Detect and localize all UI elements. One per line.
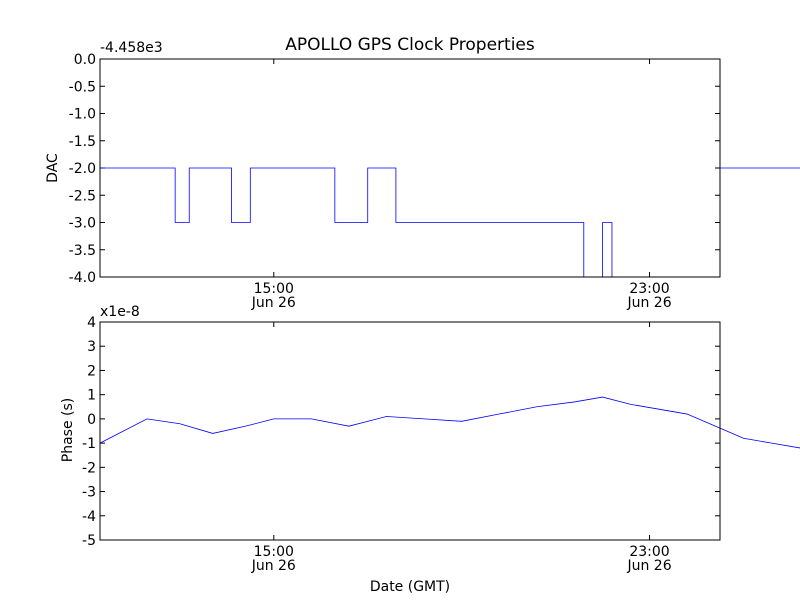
dac-offset-label: -4.458e3 <box>100 40 163 56</box>
y-tick-label: 2 <box>87 363 96 379</box>
phase-x-axis-label: Date (GMT) <box>370 579 450 595</box>
y-tick-label: 0.0 <box>74 52 96 68</box>
phase-panel: x1e-8 Phase (s) Date (GMT) 4 3 2 1 0 -1 -2 -3 -4… <box>60 304 800 595</box>
x-tick-label-time: 15:00 <box>254 544 294 560</box>
y-tick-label: -1.5 <box>69 134 96 150</box>
y-tick-label: 3 <box>87 339 96 355</box>
phase-y-axis-label: Phase (s) <box>60 398 76 462</box>
dac-y-axis-label: DAC <box>45 153 61 183</box>
y-tick-label: -2.5 <box>69 188 96 204</box>
x-tick-label-date: Jun 26 <box>251 295 296 311</box>
y-tick-label: -4 <box>82 509 96 525</box>
y-tick-label: -2.0 <box>69 161 96 177</box>
y-tick-label: -5 <box>82 533 96 549</box>
y-tick-label: -3.5 <box>69 243 96 259</box>
y-tick-label: -1.0 <box>69 107 96 123</box>
y-tick-label: -0.5 <box>69 79 96 95</box>
x-tick-label-time: 23:00 <box>629 281 669 297</box>
x-tick-label-date: Jun 26 <box>251 558 296 574</box>
phase-offset-label: x1e-8 <box>100 304 140 320</box>
y-tick-label: 0 <box>87 412 96 428</box>
dac-panel: APOLLO GPS Clock Properties -4.458e3 DAC… <box>45 35 800 311</box>
x-tick-label-time: 15:00 <box>254 281 294 297</box>
dac-series-line <box>100 167 800 278</box>
x-tick-label-date: Jun 26 <box>626 558 671 574</box>
phase-plot-frame <box>99 321 721 541</box>
y-tick-label: 1 <box>87 388 96 404</box>
x-tick-label-date: Jun 26 <box>626 295 671 311</box>
phase-series-line <box>99 396 800 449</box>
x-tick-label-time: 23:00 <box>629 544 669 560</box>
y-tick-label: -2 <box>82 460 96 476</box>
y-tick-label: 4 <box>87 315 96 331</box>
y-tick-label: -1 <box>82 436 96 452</box>
chart-title: APOLLO GPS Clock Properties <box>285 35 535 55</box>
dac-plot-frame <box>99 58 721 278</box>
y-tick-label: -3.0 <box>69 216 96 232</box>
y-tick-label: -3 <box>82 485 96 501</box>
y-tick-label: -4.0 <box>69 270 96 286</box>
dac-ticks: 0.0 -0.5 -1.0 -1.5 -2.0 -2.5 -3.0 -3.5 -4.0 15:00… <box>69 52 720 311</box>
